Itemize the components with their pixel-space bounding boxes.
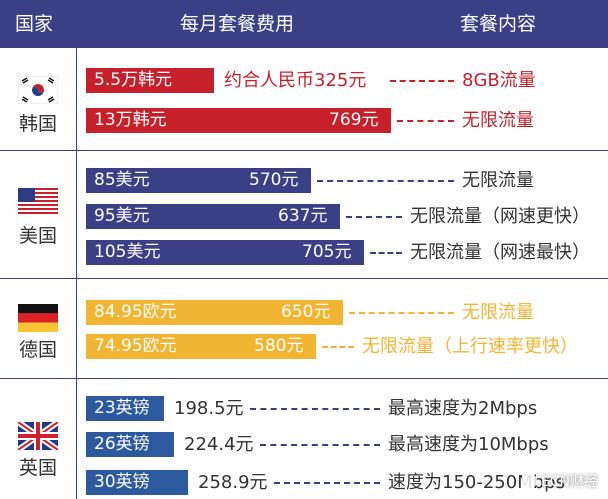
bar [86,470,188,495]
dashed-connector [390,80,454,82]
country-name: 美国 [18,225,57,247]
bar-local-price: 30英镑 [94,472,150,492]
bar-rmb-value: 705元 [302,242,352,262]
bar-rmb-value: 约合人民币325元 [224,70,367,91]
bar [86,396,164,421]
bar [86,334,316,359]
bar-rmb-value: 258.9元 [198,472,268,493]
bar-local-price: 105美元 [94,242,161,262]
dashed-connector [274,482,380,484]
dashed-connector [349,312,454,314]
country-name: 德国 [18,339,57,361]
table-header: 国家 每月套餐费用 套餐内容 [0,0,608,48]
plan-content: 速度为150-250Mbps [388,472,565,493]
bar-local-price: 5.5万韩元 [94,70,173,90]
bar-local-price: 74.95欧元 [94,336,177,356]
bar-local-price: 84.95欧元 [94,302,177,322]
plan-content: 最高速度为10Mbps [388,434,549,455]
bar-local-price: 23英镑 [94,398,150,418]
country-name: 韩国 [18,113,57,135]
header-cost: 每月套餐费用 [180,13,295,35]
plan-content: 无限流量（网速更快） [410,206,590,227]
bar-local-price: 95美元 [94,206,150,226]
watermark-text: ECN财经 [540,474,598,490]
section-divider [0,150,608,151]
bar [86,432,174,457]
plan-content: 无限流量 [462,170,534,191]
bar-rmb-value: 650元 [281,302,331,322]
dashed-connector [322,346,354,348]
bar [86,240,364,265]
bar [86,300,343,325]
plan-content: 8GB流量 [462,70,536,91]
section-divider [0,278,608,279]
plan-content: 无限流量（上行速率更快） [362,336,578,357]
usa-flag-icon [18,188,58,220]
plan-content: 无限流量（网速最快） [410,242,590,263]
plan-content: 最高速度为2Mbps [388,398,538,419]
uk-flag-icon [16,419,60,454]
bar-local-price: 13万韩元 [94,110,167,130]
bar [86,168,311,193]
header-content: 套餐内容 [460,13,537,35]
korea-flag-icon [17,75,59,108]
plan-content: 无限流量 [462,302,534,323]
section-divider [0,378,608,379]
bar-rmb-value: 637元 [278,206,328,226]
bar-rmb-value: 224.4元 [184,434,254,455]
header-country: 国家 [15,13,54,35]
bar-local-price: 85美元 [94,170,150,190]
bar [86,68,214,93]
bar-rmb-value: 570元 [249,170,299,190]
wechat-icon [520,473,537,489]
germany-flag-icon [18,304,58,336]
bar-rmb-value: 580元 [254,336,304,356]
bar [86,108,391,133]
dashed-connector [397,120,454,122]
bar-rmb-value: 769元 [329,110,379,130]
bar-local-price: 26英镑 [94,434,150,454]
plan-content: 无限流量 [462,110,534,131]
column-divider [76,48,77,499]
section-bg [0,278,608,378]
bar [86,204,340,229]
watermark: ECN财经 [520,471,598,491]
dashed-connector [346,216,402,218]
dashed-connector [250,408,380,410]
country-name: 英国 [18,457,57,479]
dashed-connector [317,180,454,182]
dashed-connector [370,252,402,254]
bar-rmb-value: 198.5元 [174,398,244,419]
section-bg [0,48,608,150]
dashed-connector [260,444,380,446]
